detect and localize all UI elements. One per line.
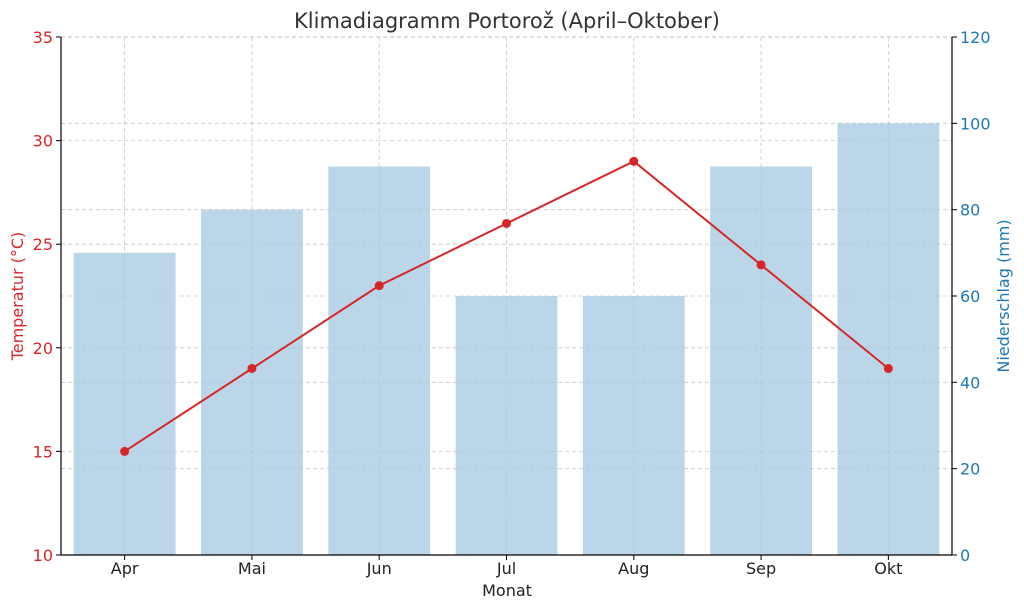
right-tick-label: 20 bbox=[960, 460, 980, 479]
precipitation-bar bbox=[837, 123, 940, 555]
y-axis-right-label: Niederschlag (mm) bbox=[994, 219, 1013, 372]
left-tick-label: 25 bbox=[33, 235, 53, 254]
left-tick-label: 20 bbox=[33, 339, 53, 358]
temperature-line bbox=[120, 156, 893, 456]
temperature-point bbox=[120, 446, 130, 456]
right-tick-label: 60 bbox=[960, 287, 980, 306]
right-tick-label: 120 bbox=[960, 28, 991, 47]
x-tick-label: Mai bbox=[238, 559, 266, 578]
precipitation-bar bbox=[73, 252, 176, 556]
temperature-point bbox=[247, 364, 257, 374]
temperature-point bbox=[374, 281, 384, 291]
x-tick-label: Jun bbox=[366, 559, 392, 578]
x-tick-label: Jul bbox=[496, 559, 516, 578]
x-tick-label: Apr bbox=[111, 559, 139, 578]
temperature-point bbox=[502, 218, 511, 228]
temperature-point bbox=[756, 260, 766, 270]
x-tick-label: Okt bbox=[874, 559, 902, 578]
precipitation-axis-ticks: 0 20 40 60 80 100 120 bbox=[952, 28, 991, 565]
right-tick-label: 0 bbox=[960, 546, 970, 565]
x-tick-label: Aug bbox=[618, 559, 649, 578]
right-tick-label: 100 bbox=[960, 114, 991, 133]
left-tick-label: 15 bbox=[33, 442, 53, 461]
chart-title: Klimadiagramm Portorož (April–Oktober) bbox=[294, 9, 720, 33]
precipitation-bar bbox=[201, 209, 303, 555]
temperature-point bbox=[629, 156, 639, 166]
x-axis-label: Monat bbox=[482, 581, 532, 600]
precipitation-bar bbox=[710, 166, 812, 555]
left-tick-label: 30 bbox=[33, 132, 53, 151]
left-tick-label: 35 bbox=[33, 28, 53, 47]
right-tick-label: 40 bbox=[960, 373, 980, 392]
precipitation-bar bbox=[328, 166, 431, 555]
precipitation-bars bbox=[73, 123, 940, 556]
y-axis-left-label: Temperatur (°C) bbox=[8, 232, 27, 362]
right-tick-label: 80 bbox=[960, 201, 980, 220]
temperature-point bbox=[883, 364, 893, 374]
month-axis-ticks: Apr Mai Jun Jul Aug Sep Okt bbox=[111, 555, 902, 578]
left-tick-label: 10 bbox=[33, 546, 53, 565]
x-tick-label: Sep bbox=[746, 559, 776, 578]
precipitation-bar bbox=[455, 296, 558, 555]
precipitation-bar bbox=[582, 296, 685, 555]
temperature-axis-ticks: 10 15 20 25 30 35 bbox=[33, 28, 61, 565]
